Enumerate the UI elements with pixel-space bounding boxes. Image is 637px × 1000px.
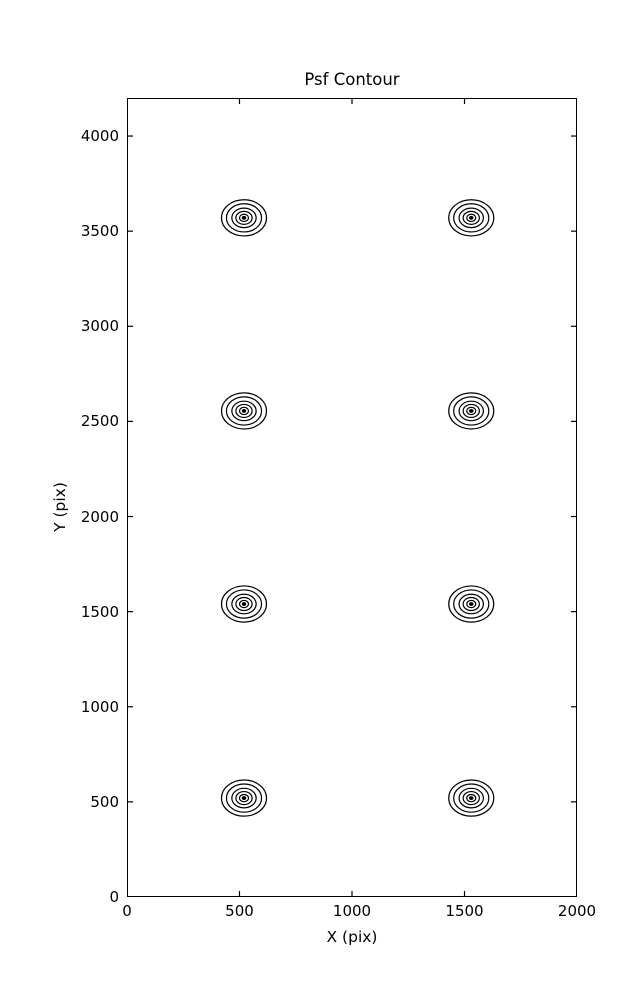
axis-ticks-group — [127, 98, 577, 897]
contour-ring — [235, 596, 253, 612]
contour-peak-dot — [241, 408, 247, 413]
contour-peak-dot — [468, 215, 474, 220]
x-tick-label: 0 — [122, 902, 132, 920]
contour-ring — [231, 400, 257, 422]
y-tick-label: 1000 — [80, 697, 119, 716]
contour-ring — [220, 199, 268, 237]
contour-peak-dot — [241, 602, 247, 606]
psf-contour-blob — [448, 779, 495, 817]
contour-ring — [462, 790, 480, 806]
contour-ring — [466, 213, 477, 223]
contour-ring — [231, 593, 257, 615]
y-tick-label: 0 — [109, 888, 119, 906]
x-axis-label: X (pix) — [326, 928, 378, 946]
y-tick-label: 1500 — [80, 602, 119, 621]
y-tick-label: 2000 — [80, 507, 119, 526]
y-tick-label: 3000 — [80, 317, 119, 336]
contour-ring — [225, 589, 263, 619]
contour-ring — [462, 403, 480, 419]
axes-border — [127, 98, 577, 897]
contour-ring — [448, 392, 495, 430]
contour-ring — [238, 213, 250, 223]
contour-ring — [235, 790, 253, 806]
contour-series-group — [220, 199, 495, 817]
contour-ring — [458, 207, 485, 229]
contour-ring — [238, 793, 250, 803]
contour-ring — [458, 400, 485, 422]
x-tick-label: 2000 — [557, 902, 597, 920]
contour-ring — [225, 396, 263, 426]
plot-axes — [127, 98, 577, 897]
contour-ring — [448, 779, 495, 817]
x-tick-label: 500 — [225, 902, 254, 920]
contour-ring — [225, 783, 263, 813]
y-axis-label: Y (pix) — [51, 482, 69, 532]
y-tick-label: 3500 — [80, 222, 119, 241]
contour-peak-dot — [468, 408, 474, 413]
contour-ring — [466, 599, 477, 609]
psf-contour-blob — [448, 392, 495, 430]
psf-contour-blob — [220, 392, 268, 430]
page-title: Psf Contour — [304, 70, 400, 89]
contour-plot-svg — [127, 98, 577, 897]
contour-peak-dot — [468, 602, 474, 606]
contour-ring — [462, 596, 480, 612]
contour-ring — [225, 203, 263, 233]
contour-ring — [238, 406, 250, 416]
contour-peak-dot — [468, 796, 474, 801]
contour-ring — [458, 593, 485, 615]
psf-contour-blob — [448, 199, 495, 237]
y-tick-label: 2500 — [80, 412, 119, 431]
contour-ring — [220, 585, 268, 623]
contour-ring — [453, 396, 490, 426]
contour-ring — [231, 787, 257, 809]
contour-ring — [220, 779, 268, 817]
contour-ring — [453, 589, 490, 619]
contour-ring — [462, 210, 480, 225]
psf-contour-blob — [220, 585, 268, 623]
contour-ring — [448, 585, 495, 623]
contour-ring — [466, 406, 477, 416]
contour-ring — [220, 392, 268, 430]
contour-ring — [448, 199, 495, 237]
contour-ring — [453, 783, 490, 813]
x-tick-label: 1500 — [445, 902, 484, 920]
psf-contour-blob — [220, 199, 268, 237]
x-tick-label: 1000 — [332, 902, 372, 920]
y-tick-label-group: 0 500 1000 1500 2000 2500 3000 3500 4000 — [30, 98, 119, 905]
y-tick-label: 4000 — [80, 127, 119, 146]
contour-ring — [238, 599, 250, 609]
contour-peak-dot — [241, 796, 247, 801]
psf-contour-blob — [448, 585, 495, 623]
contour-peak-dot — [241, 215, 247, 220]
contour-ring — [235, 403, 253, 419]
x-tick-label-group: 0 500 1000 1500 2000 — [122, 902, 596, 925]
y-tick-label: 500 — [90, 792, 119, 811]
contour-ring — [466, 793, 477, 803]
contour-ring — [231, 207, 257, 229]
contour-ring — [235, 210, 253, 225]
contour-ring — [453, 203, 490, 233]
psf-contour-blob — [220, 779, 268, 817]
contour-ring — [458, 787, 485, 809]
